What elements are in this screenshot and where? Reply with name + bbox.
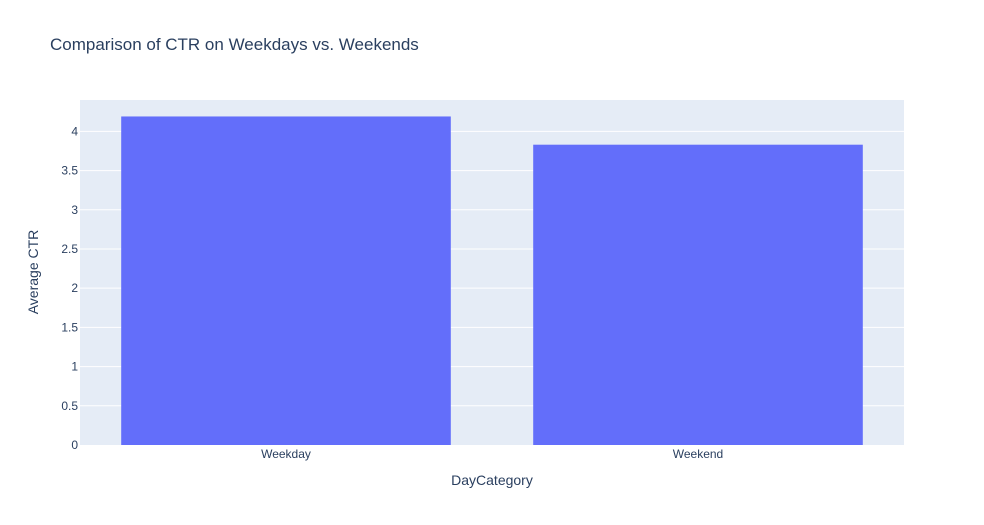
y-tick-label: 1 bbox=[71, 360, 78, 374]
y-tick-label: 3 bbox=[71, 203, 78, 217]
y-tick-label: 1.5 bbox=[61, 320, 78, 334]
y-tick-label: 0.5 bbox=[61, 399, 78, 413]
bar-weekday bbox=[121, 116, 451, 445]
chart-title: Comparison of CTR on Weekdays vs. Weeken… bbox=[50, 35, 419, 54]
x-axis-title: DayCategory bbox=[451, 472, 533, 488]
y-axis-title: Average CTR bbox=[25, 230, 41, 315]
y-tick-label: 2 bbox=[71, 281, 78, 295]
y-axis-tick-labels: 0 0.5 1 1.5 2 2.5 3 3.5 4 bbox=[61, 124, 78, 452]
y-tick-label: 3.5 bbox=[61, 164, 78, 178]
y-tick-label: 4 bbox=[71, 124, 78, 138]
x-tick-label: Weekday bbox=[261, 447, 311, 461]
y-tick-label: 2.5 bbox=[61, 242, 78, 256]
bar-weekend bbox=[533, 144, 863, 445]
x-axis-tick-labels: Weekday Weekend bbox=[261, 447, 723, 461]
y-tick-label: 0 bbox=[71, 438, 78, 452]
x-tick-label: Weekend bbox=[673, 447, 723, 461]
bars bbox=[121, 116, 863, 445]
